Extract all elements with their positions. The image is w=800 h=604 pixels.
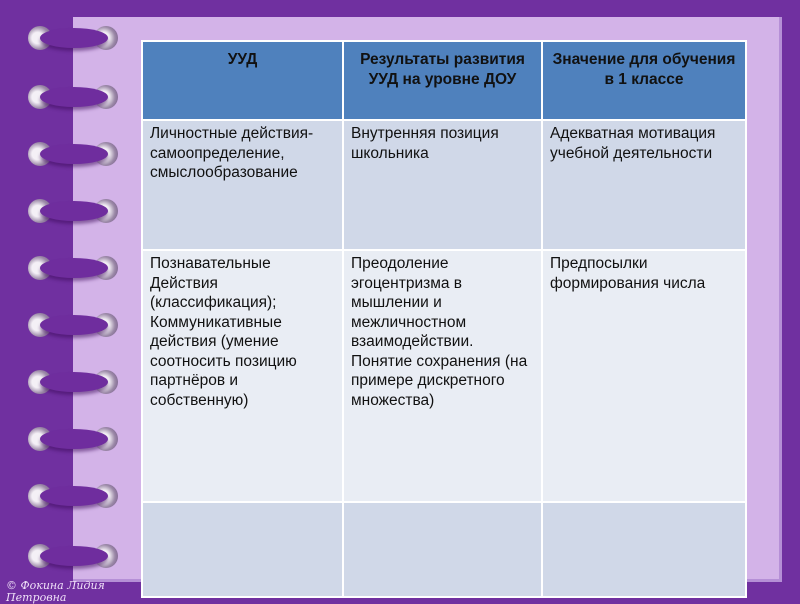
ring-icon [28,26,118,50]
ring-icon [28,370,118,394]
table-row: Познавательные Действия (классификация);… [141,249,747,503]
table-cell [141,501,344,598]
header-cell: УУД [141,40,344,121]
table-row [141,501,747,598]
table-cell [342,501,543,598]
copyright-text: © Фокина Лидия Петровна [6,579,105,604]
table-row: Личностные действия-самоопределение, смы… [141,119,747,251]
table-cell: Внутренняя позиция школьника [342,119,543,251]
ring-icon [28,85,118,109]
table-cell: Преодоление эгоцентризма в мышлении и ме… [342,249,543,503]
ring-icon [28,199,118,223]
header-cell: Результаты развития УУД на уровне ДОУ [342,40,543,121]
table-cell: Предпосылки формирования числа [541,249,747,503]
ring-icon [28,544,118,568]
table-cell [541,501,747,598]
ring-icon [28,142,118,166]
table-header-row: УУД Результаты развития УУД на уровне ДО… [141,40,747,121]
ring-icon [28,427,118,451]
header-cell: Значение для обучения в 1 классе [541,40,747,121]
table-cell: Познавательные Действия (классификация);… [141,249,344,503]
ring-icon [28,256,118,280]
ring-icon [28,313,118,337]
uud-table: УУД Результаты развития УУД на уровне ДО… [141,40,747,598]
table-cell: Личностные действия-самоопределение, смы… [141,119,344,251]
table-cell: Адекватная мотивация учебной деятельност… [541,119,747,251]
ring-icon [28,484,118,508]
